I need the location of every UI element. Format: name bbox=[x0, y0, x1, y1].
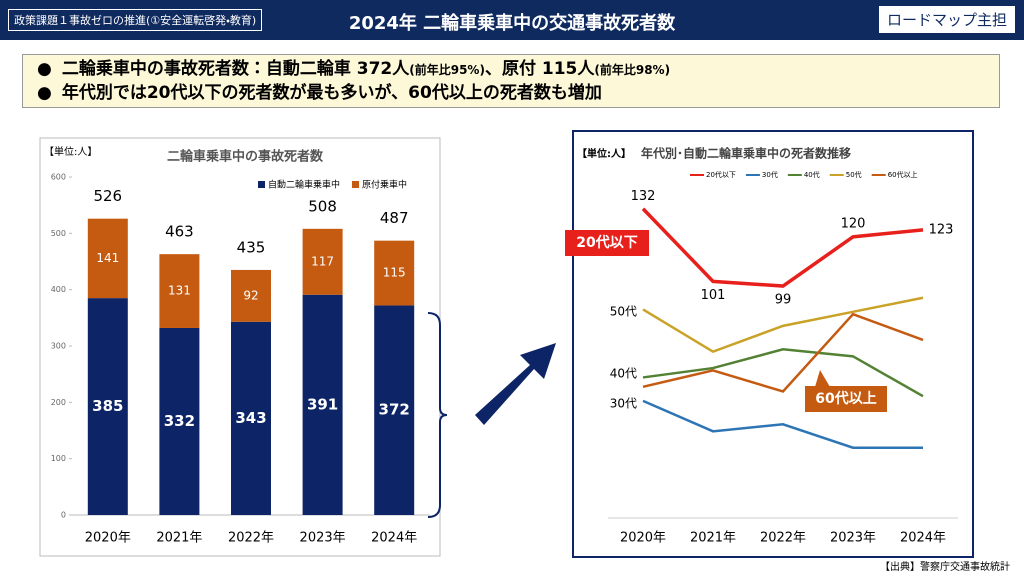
value-label: 132 bbox=[631, 189, 656, 204]
series-callout: 20代以下 bbox=[576, 234, 637, 251]
y-tick-label: 100 bbox=[51, 454, 66, 463]
bar-segment bbox=[159, 254, 200, 328]
chart-title: 二輪車乗車中の事故死者数 bbox=[167, 149, 324, 165]
value-label: 391 bbox=[307, 395, 338, 413]
y-tick-label: 600 bbox=[51, 173, 66, 182]
header-badge: ロードマップ主担 bbox=[877, 5, 1016, 34]
legend-swatch bbox=[258, 181, 265, 188]
chart-panel bbox=[572, 130, 974, 558]
series-label: 40代 bbox=[610, 367, 637, 381]
bullet-text: 年代別では20代以下の死者数が最も多いが、60代以上の死者数も増加 bbox=[61, 83, 602, 103]
legend-swatch bbox=[352, 181, 360, 188]
series-line bbox=[641, 207, 924, 288]
value-label: 99 bbox=[775, 293, 792, 308]
bullet-text: 二輪乗車中の事故死者数：自動二輪車 372人 bbox=[61, 59, 410, 79]
legend-label: 自動二輪車乗車中 bbox=[268, 179, 340, 191]
value-label: 123 bbox=[929, 222, 954, 237]
value-label: 385 bbox=[92, 397, 123, 415]
total-label: 526 bbox=[93, 187, 122, 205]
legend-label: 40代 bbox=[804, 170, 820, 179]
series-label: 30代 bbox=[610, 397, 637, 411]
series-callout: 60代以上 bbox=[815, 390, 876, 407]
value-label: 131 bbox=[168, 284, 191, 298]
y-tick-label: 300 bbox=[51, 342, 66, 351]
value-label: 372 bbox=[379, 401, 410, 419]
total-label: 508 bbox=[308, 197, 337, 215]
series-line bbox=[642, 312, 924, 393]
y-tick-label: 0 bbox=[61, 511, 66, 520]
chart-unit: 【単位:人】 bbox=[577, 147, 631, 160]
total-label: 487 bbox=[380, 209, 409, 227]
legend-label: 60代以上 bbox=[888, 170, 918, 179]
series-label: 50代 bbox=[610, 305, 637, 319]
value-label: 92 bbox=[243, 288, 258, 302]
bar-segment bbox=[87, 298, 128, 515]
bar-segment bbox=[87, 218, 128, 299]
header-bar: 政策課題１事故ゼロの推進(①安全運転啓発・教育) 2024年 二輪車乗車中の交通… bbox=[0, 0, 1024, 40]
value-label: 343 bbox=[235, 409, 266, 427]
bar-segment bbox=[302, 294, 343, 515]
bullet-text: 、原付 115人 bbox=[484, 59, 595, 79]
bar-segment bbox=[231, 321, 271, 515]
legend-label: 原付乗車中 bbox=[362, 179, 407, 191]
callout-pointer bbox=[815, 370, 830, 387]
value-label: 101 bbox=[701, 288, 726, 303]
bracket bbox=[427, 312, 448, 518]
series-line bbox=[642, 296, 924, 354]
source: 【出典】警察庁交通事故統計 bbox=[880, 562, 1010, 573]
chart-unit: 【単位:人】 bbox=[44, 145, 97, 158]
bar-segment bbox=[231, 269, 271, 322]
legend-label: 20代以下 bbox=[706, 170, 736, 179]
callout-box bbox=[805, 386, 887, 412]
value-label: 120 bbox=[841, 216, 866, 231]
chart-title: 年代別･自動二輪車乗車中の死者数推移 bbox=[641, 146, 851, 161]
bar-segment bbox=[374, 240, 415, 306]
bar-segment bbox=[374, 305, 415, 515]
callout-box bbox=[565, 230, 649, 256]
total-label: 435 bbox=[237, 238, 266, 256]
bullet: 年代別では20代以下の死者数が最も多いが、60代以上の死者数も増加 bbox=[37, 82, 985, 105]
total-label: 463 bbox=[165, 223, 194, 241]
value-label: 117 bbox=[311, 254, 334, 268]
header-title: 2024年 二輪車乗車中の交通事故死者数 bbox=[348, 13, 676, 34]
summary-box: 二輪乗車中の事故死者数：自動二輪車 372人(前年比95%)、原付 115人(前… bbox=[22, 54, 1000, 108]
value-label: 141 bbox=[96, 251, 119, 265]
x-tick-label: 2024年 bbox=[371, 531, 417, 546]
value-label: 115 bbox=[383, 266, 406, 280]
y-tick-label: 400 bbox=[51, 285, 66, 294]
x-tick-label: 2020年 bbox=[620, 531, 666, 546]
header-tag: 政策課題１事故ゼロの推進(①安全運転啓発・教育) bbox=[8, 9, 263, 31]
arrow bbox=[475, 343, 556, 425]
x-tick-label: 2022年 bbox=[228, 531, 274, 546]
x-tick-label: 2022年 bbox=[760, 531, 806, 546]
x-tick-label: 2024年 bbox=[900, 531, 946, 546]
bar-segment bbox=[159, 327, 200, 515]
x-tick-label: 2023年 bbox=[830, 531, 876, 546]
series-line bbox=[642, 348, 924, 398]
legend-label: 30代 bbox=[762, 170, 778, 179]
legend-label: 50代 bbox=[846, 170, 862, 179]
value-label: 332 bbox=[164, 412, 195, 430]
x-tick-label: 2021年 bbox=[156, 531, 202, 546]
x-tick-label: 2023年 bbox=[300, 531, 346, 546]
bullet: 二輪乗車中の事故死者数：自動二輪車 372人(前年比95%)、原付 115人(前… bbox=[37, 58, 985, 82]
bar-segment bbox=[302, 228, 343, 295]
y-tick-label: 200 bbox=[51, 398, 66, 407]
bullet-note: (前年比98%) bbox=[594, 63, 671, 77]
x-tick-label: 2021年 bbox=[690, 531, 736, 546]
y-tick-label: 500 bbox=[51, 229, 66, 238]
series-line bbox=[642, 399, 923, 449]
x-tick-label: 2020年 bbox=[85, 531, 131, 546]
bullet-note: (前年比95%) bbox=[409, 63, 485, 77]
